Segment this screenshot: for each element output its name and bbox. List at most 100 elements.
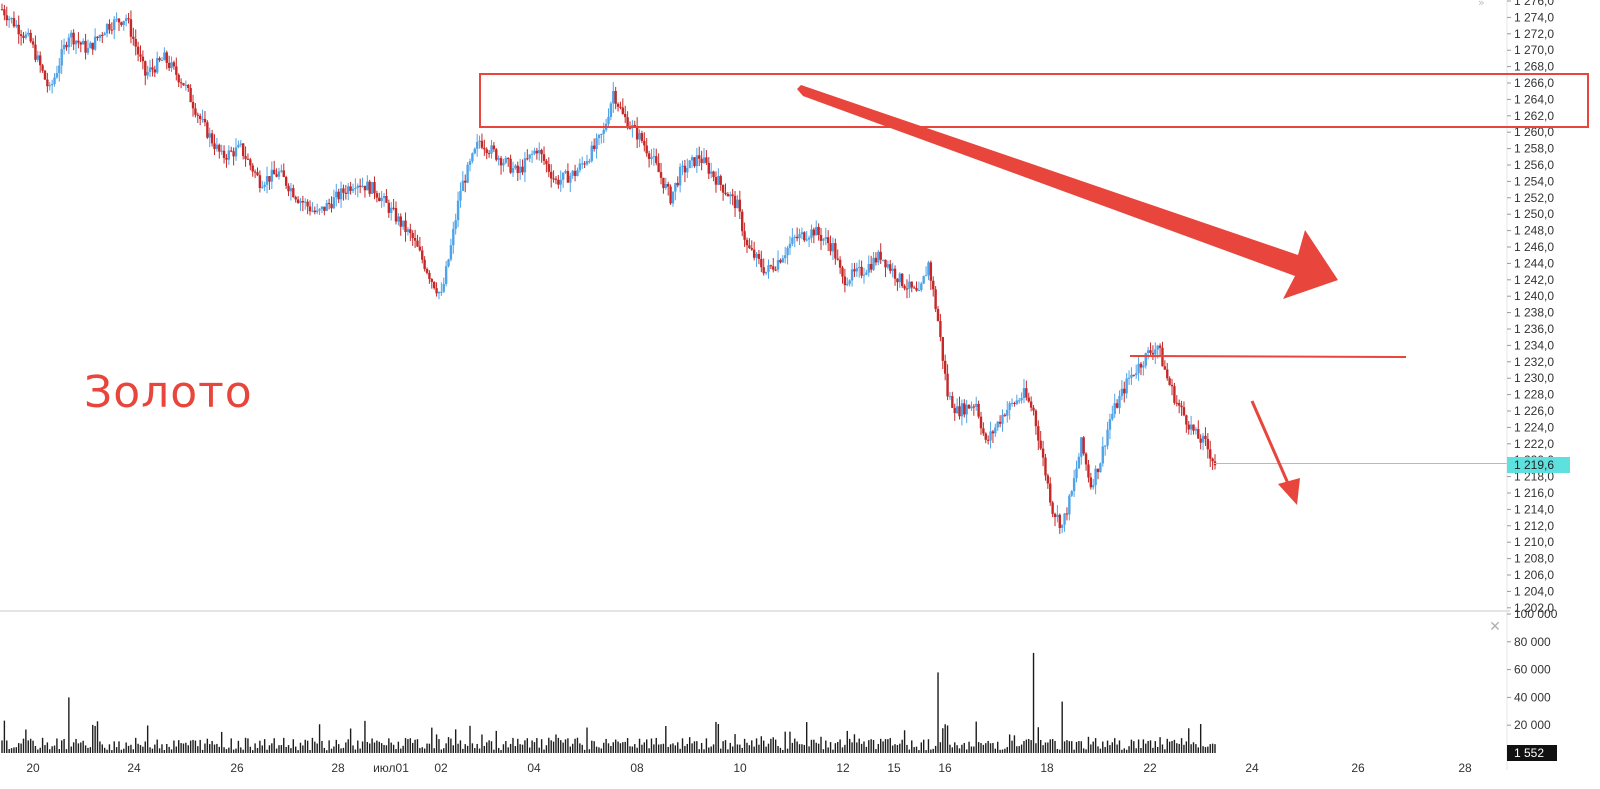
candle-body bbox=[657, 163, 660, 173]
candle-body bbox=[332, 197, 336, 209]
candle-body bbox=[1094, 468, 1097, 486]
volume-bar bbox=[232, 749, 235, 753]
candle-body bbox=[378, 197, 381, 202]
volume-bar bbox=[1075, 741, 1078, 753]
volume-bar bbox=[622, 742, 624, 753]
candle-body bbox=[614, 91, 617, 104]
candle-body bbox=[215, 144, 219, 149]
volume-bar bbox=[314, 741, 316, 753]
small-down-arrow[interactable] bbox=[1250, 400, 1292, 489]
candle-body bbox=[284, 176, 288, 186]
volume-axis[interactable]: 100 000 80 000 60 000 40 000 20 000 bbox=[1507, 607, 1558, 732]
candle-body bbox=[905, 288, 909, 290]
volume-bar bbox=[901, 739, 903, 753]
resistance-zone-rectangle[interactable] bbox=[479, 73, 1589, 128]
price-axis[interactable]: 1 276,0 1 274,0 1 272,0 1 270,0 1 268,0 1 266… bbox=[1507, 0, 1554, 615]
candle-body bbox=[428, 272, 431, 280]
time-axis[interactable]: 20 24 26 28 июл01 02 04 08 10 12 15 16 18 22 24 26 28 bbox=[26, 761, 1472, 775]
candle-body bbox=[638, 133, 641, 140]
volume-bar bbox=[225, 749, 228, 753]
candle-body bbox=[206, 122, 209, 138]
volume-bar bbox=[1090, 744, 1092, 753]
candle-body bbox=[36, 55, 40, 60]
price-axis-label: 1 254,0 bbox=[1514, 174, 1554, 188]
volume-bar bbox=[1130, 739, 1133, 753]
volume-bar bbox=[318, 724, 321, 753]
volume-bar bbox=[956, 745, 958, 753]
candle-body bbox=[991, 431, 995, 434]
time-axis-label: 10 bbox=[733, 761, 747, 775]
volume-bar bbox=[545, 745, 548, 753]
volume-bar bbox=[139, 745, 142, 753]
price-pane[interactable] bbox=[0, 3, 1507, 534]
volume-bar bbox=[1154, 741, 1157, 753]
candle-body bbox=[268, 176, 271, 182]
price-axis-label: 1 240,0 bbox=[1514, 289, 1554, 303]
candle-body bbox=[633, 124, 636, 127]
volume-bar bbox=[977, 742, 980, 753]
volume-bar bbox=[113, 741, 115, 753]
volume-pane[interactable] bbox=[1, 652, 1216, 753]
candle-body bbox=[662, 177, 665, 189]
candle-body bbox=[881, 259, 885, 261]
volume-bar bbox=[154, 744, 156, 753]
volume-bar bbox=[330, 748, 333, 753]
candle-body bbox=[452, 228, 455, 246]
candle-body bbox=[786, 247, 789, 256]
volume-bar bbox=[536, 738, 538, 753]
volume-bar bbox=[1171, 740, 1173, 753]
volume-bar bbox=[555, 734, 557, 753]
volume-bar bbox=[1008, 734, 1011, 753]
candle-body bbox=[1103, 445, 1107, 447]
candle-body bbox=[812, 229, 816, 236]
time-axis-label: 26 bbox=[230, 761, 244, 775]
collapse-panel-button[interactable]: » bbox=[1478, 0, 1485, 9]
volume-axis-label: 60 000 bbox=[1514, 663, 1551, 677]
volume-bar bbox=[748, 745, 751, 753]
volume-bar bbox=[142, 746, 144, 753]
candle-body bbox=[397, 216, 400, 222]
volume-bar bbox=[717, 724, 720, 753]
candle-body bbox=[1087, 464, 1090, 478]
candle-body bbox=[265, 176, 269, 185]
large-downtrend-arrow[interactable] bbox=[797, 85, 1338, 299]
candle-body bbox=[626, 117, 629, 129]
candle-body bbox=[581, 163, 584, 165]
candle-body bbox=[831, 243, 835, 252]
candle-body bbox=[886, 264, 890, 268]
volume-bar bbox=[271, 743, 273, 753]
candle-body bbox=[707, 162, 710, 174]
local-high-line[interactable] bbox=[1129, 355, 1407, 358]
price-axis-label: 1 274,0 bbox=[1514, 10, 1554, 24]
candle-body bbox=[258, 175, 262, 188]
volume-bar bbox=[383, 744, 385, 753]
candle-body bbox=[117, 18, 121, 23]
volume-bar bbox=[1016, 746, 1018, 753]
volume-bar bbox=[834, 743, 837, 753]
candle-body bbox=[936, 308, 940, 321]
price-axis-label: 1 276,0 bbox=[1514, 0, 1554, 8]
candle-body bbox=[1075, 468, 1078, 479]
close-volume-pane-button[interactable]: ✕ bbox=[1489, 619, 1501, 635]
annotation-layer[interactable]: Золото bbox=[84, 73, 1589, 505]
volume-bar bbox=[278, 745, 280, 753]
candle-body bbox=[299, 200, 302, 203]
volume-bar bbox=[1023, 741, 1025, 753]
volume-bar bbox=[533, 742, 536, 753]
candle-body bbox=[738, 199, 742, 212]
candle-body bbox=[1187, 424, 1190, 430]
volume-bar bbox=[1073, 749, 1075, 753]
candle-body bbox=[50, 84, 54, 86]
candle-body bbox=[929, 262, 933, 281]
price-axis-label: 1 208,0 bbox=[1514, 552, 1554, 566]
volume-bar bbox=[438, 739, 440, 753]
volume-bar bbox=[860, 743, 863, 753]
time-axis-label: 28 bbox=[331, 761, 345, 775]
volume-bar bbox=[359, 748, 361, 753]
volume-bar bbox=[419, 748, 421, 753]
volume-bar bbox=[323, 747, 326, 753]
volume-bar bbox=[1159, 737, 1161, 753]
volume-bar bbox=[669, 744, 672, 753]
volume-bar bbox=[194, 740, 197, 753]
